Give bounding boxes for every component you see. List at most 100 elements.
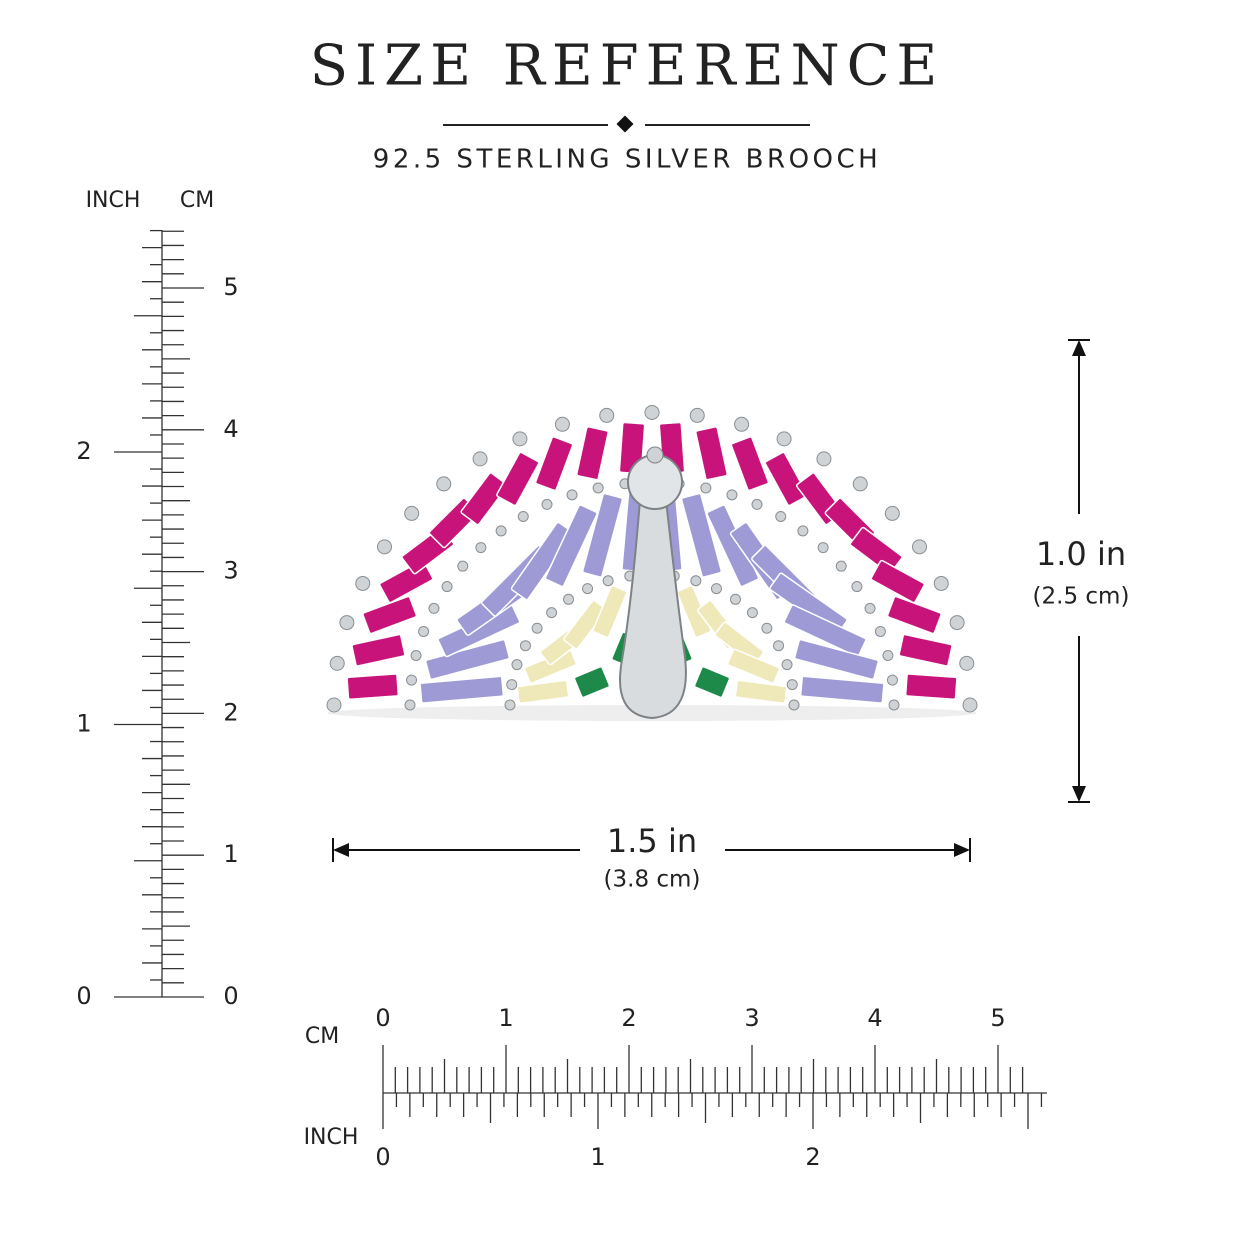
lavender-stone <box>783 604 867 658</box>
magenta-stone <box>362 595 418 635</box>
silver-bead <box>512 431 528 447</box>
magenta-stone <box>904 673 958 700</box>
inch-label: 0 <box>76 982 91 1010</box>
silver-bead <box>546 607 558 619</box>
silver-bead <box>775 510 787 522</box>
magenta-stone <box>496 451 540 507</box>
champagne-stone <box>592 585 628 638</box>
magenta-stone <box>534 436 574 492</box>
silver-bead <box>852 476 868 492</box>
silver-bead <box>495 525 507 537</box>
inch-label: 2 <box>805 1143 820 1171</box>
silver-bead <box>428 602 440 614</box>
silver-bead <box>874 625 886 637</box>
champagne-stone <box>563 599 607 650</box>
champagne-stone <box>727 648 781 684</box>
width-secondary: (3.8 cm) <box>604 867 701 893</box>
silver-bead <box>326 697 342 713</box>
lavender-stone <box>680 492 723 578</box>
cm-label: 1 <box>223 840 238 868</box>
silver-bead <box>888 699 900 711</box>
silver-bead <box>786 679 798 691</box>
peacock-body <box>619 499 687 720</box>
silver-bead <box>746 607 758 619</box>
inch-label: 1 <box>590 1143 605 1171</box>
silver-bead <box>602 575 614 587</box>
cm-label: 0 <box>223 982 238 1010</box>
magenta-stone <box>764 451 808 507</box>
silver-bead <box>761 622 773 634</box>
cm-label: 1 <box>498 1004 513 1032</box>
rulers: 0 1 2 3 4 5 0 1 2 0 1 2 3 4 5 0 1 2 <box>76 229 1047 1171</box>
silver-bead <box>506 679 518 691</box>
lavender-stone <box>794 638 879 681</box>
silver-bead <box>644 404 660 420</box>
height-secondary: (2.5 cm) <box>1033 584 1130 610</box>
silver-bead <box>339 615 355 631</box>
silver-bead <box>734 416 750 432</box>
magenta-stone <box>460 472 508 526</box>
silver-bead <box>475 542 487 554</box>
cm-label: 2 <box>621 1004 636 1032</box>
lavender-stone <box>581 492 624 578</box>
magenta-stone <box>849 526 903 575</box>
silver-bead <box>933 575 949 591</box>
magenta-stone <box>351 633 406 667</box>
silver-bead <box>472 451 488 467</box>
silver-bead <box>726 489 738 501</box>
cm-label: 2 <box>223 698 238 726</box>
silver-bead <box>599 407 615 423</box>
silver-bead <box>864 602 876 614</box>
silver-bead <box>700 482 712 494</box>
cm-label: 4 <box>223 415 238 443</box>
silver-bead <box>436 476 452 492</box>
silver-bead <box>554 416 570 432</box>
silver-bead <box>710 583 722 595</box>
unit-label: CM <box>180 188 214 213</box>
silver-bead <box>519 640 531 652</box>
silver-bead <box>404 699 416 711</box>
unit-label: INCH <box>304 1125 359 1150</box>
cm-label: 3 <box>744 1004 759 1032</box>
silver-bead <box>418 625 430 637</box>
silver-bead <box>404 505 420 521</box>
silver-bead <box>441 581 453 593</box>
silver-bead <box>592 482 604 494</box>
silver-bead <box>690 575 702 587</box>
cm-label: 3 <box>223 557 238 585</box>
champagne-stone <box>734 679 788 704</box>
diamond <box>616 115 634 133</box>
silver-bead <box>886 674 898 686</box>
lavender-stone <box>799 675 885 704</box>
inch-label: 1 <box>76 710 91 738</box>
title: SIZE REFERENCE <box>310 34 945 99</box>
unit-label: INCH <box>86 188 141 213</box>
magenta-stone <box>576 426 609 481</box>
silver-bead <box>563 593 575 605</box>
magenta-stone <box>886 595 942 635</box>
silver-bead <box>797 525 809 537</box>
silver-bead <box>851 581 863 593</box>
silver-bead <box>788 699 800 711</box>
brooch-image <box>326 404 978 721</box>
silver-bead <box>781 659 793 671</box>
silver-bead <box>376 539 392 555</box>
silver-bead <box>817 542 829 554</box>
silver-bead <box>882 649 894 661</box>
silver-bead <box>329 655 345 671</box>
magenta-stone <box>346 673 400 700</box>
lavender-stone <box>419 675 505 704</box>
silver-bead <box>406 674 418 686</box>
inch-label: 2 <box>76 437 91 465</box>
height-primary: 1.0 in <box>1036 535 1126 573</box>
green-stone <box>693 666 731 699</box>
cm-label: 5 <box>990 1004 1005 1032</box>
champagne-stone <box>516 679 570 704</box>
silver-bead <box>816 451 832 467</box>
silver-bead <box>457 560 469 572</box>
silver-bead <box>689 407 705 423</box>
silver-bead <box>410 649 422 661</box>
silver-bead <box>566 489 578 501</box>
cm-label: 5 <box>223 273 238 301</box>
